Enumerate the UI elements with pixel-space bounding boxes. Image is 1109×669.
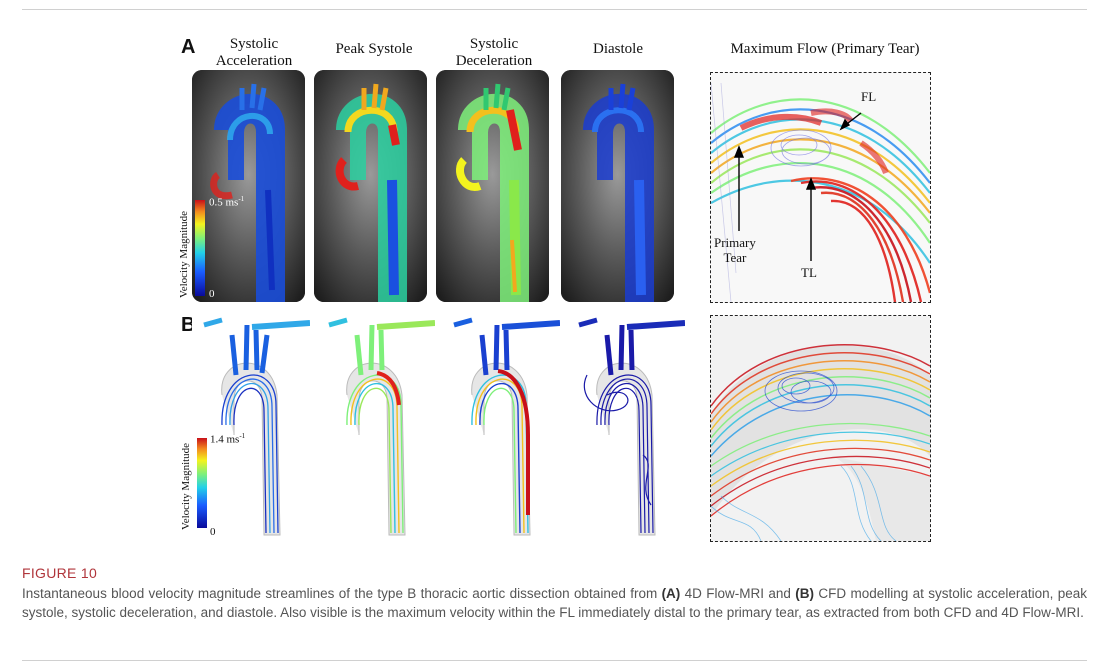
caption-title: FIGURE 10: [22, 565, 98, 581]
cfd-diastole: [567, 315, 685, 540]
annotation-fl: FL: [861, 89, 877, 104]
panel-b-letter: B: [181, 314, 196, 336]
mri-systolic-deceleration: [436, 70, 549, 302]
colorbar-b-max: 1.4 ms-1: [210, 432, 246, 446]
colorbar-b-min: 0: [210, 526, 216, 538]
col-label-peak-systole: Peak Systole: [335, 41, 413, 57]
col-label-diastole: Diastole: [593, 41, 643, 57]
bottom-rule: [22, 660, 1087, 661]
cfd-peak-systole: [317, 315, 435, 540]
mri-systolic-acceleration: [192, 70, 305, 302]
colorbar-a-label: Velocity Magnitude: [178, 210, 190, 298]
colorbar-a: [195, 200, 205, 296]
cfd-max-flow-zoom: [710, 315, 931, 542]
mri-max-flow-zoom: FL Primary Tear TL: [710, 72, 931, 303]
colorbar-b-label: Velocity Magnitude: [180, 442, 192, 530]
colorbar-a-min: 0: [209, 288, 215, 300]
cfd-systolic-acceleration: [192, 315, 310, 540]
colorbar-a-max: 0.5 ms-1: [209, 195, 245, 209]
col-label-systolic-deceleration: Systolic Deceleration: [455, 36, 533, 69]
mri-peak-systole: [314, 70, 427, 302]
caption-text: Instantaneous blood velocity magnitude s…: [22, 586, 1088, 620]
annotation-tl: TL: [801, 265, 817, 280]
annotation-primary-tear: Primary Tear: [714, 235, 756, 265]
figure-10: A B Systolic Acceleration Peak Systole S…: [178, 36, 931, 542]
col-label-systolic-acceleration: Systolic Acceleration: [215, 36, 293, 69]
colorbar-b: [197, 438, 207, 528]
col-label-maximum-flow: Maximum Flow (Primary Tear): [730, 41, 920, 57]
cfd-systolic-deceleration: [442, 315, 560, 540]
panel-a-letter: A: [181, 36, 196, 58]
top-rule: [22, 9, 1087, 10]
mri-diastole: [561, 70, 674, 302]
